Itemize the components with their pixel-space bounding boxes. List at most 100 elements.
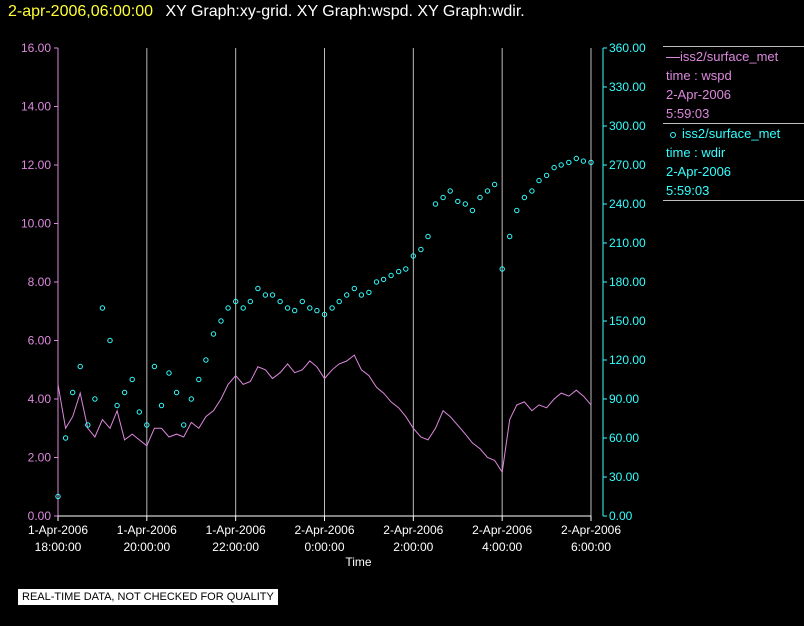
y-right-tick-label: 270.00 xyxy=(609,158,646,172)
wdir-data-point xyxy=(514,207,520,214)
legend-separator xyxy=(663,123,804,124)
wdir-data-point xyxy=(418,246,424,253)
x-tick-label-time: 2:00:00 xyxy=(393,540,433,554)
x-tick-label-time: 18:00:00 xyxy=(35,540,82,554)
wdir-data-point xyxy=(566,159,572,166)
wdir-data-point xyxy=(196,376,202,383)
wdir-data-point xyxy=(425,233,431,240)
wdir-data-point xyxy=(469,207,476,214)
wdir-data-point xyxy=(351,285,357,292)
legend-wspd-source: iss2/surface_met xyxy=(666,47,804,66)
wdir-data-point xyxy=(299,298,305,305)
x-tick-label-time: 4:00:00 xyxy=(482,540,522,554)
y-left-tick-label: 2.00 xyxy=(28,451,52,465)
wdir-data-point xyxy=(92,396,98,402)
title-graph-names: XY Graph:xy-grid. XY Graph:wspd. XY Grap… xyxy=(165,3,525,20)
wdir-data-point xyxy=(484,188,491,194)
wdir-data-point xyxy=(129,376,135,383)
wdir-data-point xyxy=(307,305,313,311)
wdir-data-point xyxy=(85,422,91,428)
wdir-data-point xyxy=(507,233,513,240)
wdir-data-point xyxy=(173,389,180,396)
y-left-tick-label: 12.00 xyxy=(21,158,51,172)
legend-wspd-variable: time : wspd xyxy=(666,68,732,83)
wdir-data-point xyxy=(144,422,150,428)
wdir-data-point xyxy=(181,422,187,428)
y-left-tick-label: 14.00 xyxy=(21,100,51,114)
wdir-data-point xyxy=(203,357,209,363)
x-axis-label: Time xyxy=(345,555,372,569)
wdir-data-point xyxy=(455,198,461,205)
legend-line-marker xyxy=(666,57,680,59)
wdir-data-point xyxy=(388,272,394,279)
wdir-data-point xyxy=(440,194,446,201)
wdir-data-point xyxy=(99,305,106,311)
legend-wdir-time: 5:59:03 xyxy=(666,183,710,198)
wdir-data-point xyxy=(321,311,328,318)
y-right-tick-label: 180.00 xyxy=(609,275,646,289)
legend-entry-wdir: iss2/surface_met time : wdir 2-Apr-2006 … xyxy=(663,124,804,200)
title-time: 2-apr-2006,06:00:00 xyxy=(8,3,153,20)
wdir-data-point xyxy=(551,164,557,171)
wdir-data-point xyxy=(107,337,113,344)
wdir-data-point xyxy=(529,188,535,194)
wdir-data-point xyxy=(403,266,409,272)
y-left-tick-label: 4.00 xyxy=(28,392,52,406)
legend-circle-marker xyxy=(670,131,676,138)
y-right-tick-label: 300.00 xyxy=(609,119,646,133)
y-right-tick-label: 240.00 xyxy=(609,197,646,211)
wdir-data-point xyxy=(447,188,453,194)
x-tick-label-date: 2-Apr-2006 xyxy=(561,523,621,537)
wdir-data-point xyxy=(255,285,261,292)
x-tick-label-date: 1-Apr-2006 xyxy=(206,523,266,537)
y-left-tick-label: 0.00 xyxy=(28,509,52,523)
wdir-data-point xyxy=(558,162,564,168)
wdir-data-point xyxy=(580,158,587,164)
y-right-tick-label: 90.00 xyxy=(609,392,639,406)
y-left-tick-label: 16.00 xyxy=(21,41,51,55)
wdir-data-point xyxy=(240,305,246,311)
x-tick-label-date: 2-Apr-2006 xyxy=(472,523,532,537)
wdir-data-point xyxy=(233,298,239,305)
x-tick-label-date: 1-Apr-2006 xyxy=(28,523,88,537)
wdir-data-point xyxy=(62,435,69,441)
wdir-data-point xyxy=(166,370,172,376)
wdir-data-point xyxy=(462,201,468,207)
y-right-tick-label: 210.00 xyxy=(609,236,646,250)
legend-wdir-variable: time : wdir xyxy=(666,145,726,160)
wdir-data-point xyxy=(396,268,402,275)
wdir-data-point xyxy=(284,305,291,311)
wdir-data-point xyxy=(491,181,498,188)
legend-wspd-time: 5:59:03 xyxy=(666,106,710,121)
wdir-data-point xyxy=(380,276,387,283)
y-right-tick-label: 330.00 xyxy=(609,80,646,94)
wdir-data-point xyxy=(136,409,143,415)
legend-wdir-source: iss2/surface_met xyxy=(666,124,804,143)
legend: iss2/surface_met time : wspd 2-Apr-2006 … xyxy=(663,46,804,201)
wdir-data-point xyxy=(373,279,380,285)
wdir-data-point xyxy=(358,292,365,298)
wdir-data-point xyxy=(573,155,579,162)
wdir-data-point xyxy=(188,396,195,402)
y-right-tick-label: 0.00 xyxy=(609,509,633,523)
legend-wspd-date: 2-Apr-2006 xyxy=(666,87,732,102)
wdir-data-point xyxy=(218,318,224,324)
wdir-data-point xyxy=(432,201,439,207)
wdir-data-point xyxy=(247,298,254,305)
legend-separator xyxy=(663,200,804,201)
wdir-data-point xyxy=(225,305,231,311)
wdir-data-point xyxy=(114,402,120,409)
legend-separator xyxy=(663,46,804,47)
wdir-data-point xyxy=(314,307,320,314)
wdir-data-point xyxy=(521,194,528,201)
x-tick-label-time: 0:00:00 xyxy=(304,540,344,554)
wdir-data-point xyxy=(329,305,335,311)
x-tick-label-date: 2-Apr-2006 xyxy=(294,523,354,537)
wdir-data-point xyxy=(292,307,298,314)
wspd-series-line xyxy=(57,354,592,474)
title-bar: 2-apr-2006,06:00:00 XY Graph:xy-grid. XY… xyxy=(8,3,525,21)
wdir-data-point xyxy=(536,177,542,184)
y-right-tick-label: 360.00 xyxy=(609,41,646,55)
x-tick-label-time: 20:00:00 xyxy=(123,540,170,554)
